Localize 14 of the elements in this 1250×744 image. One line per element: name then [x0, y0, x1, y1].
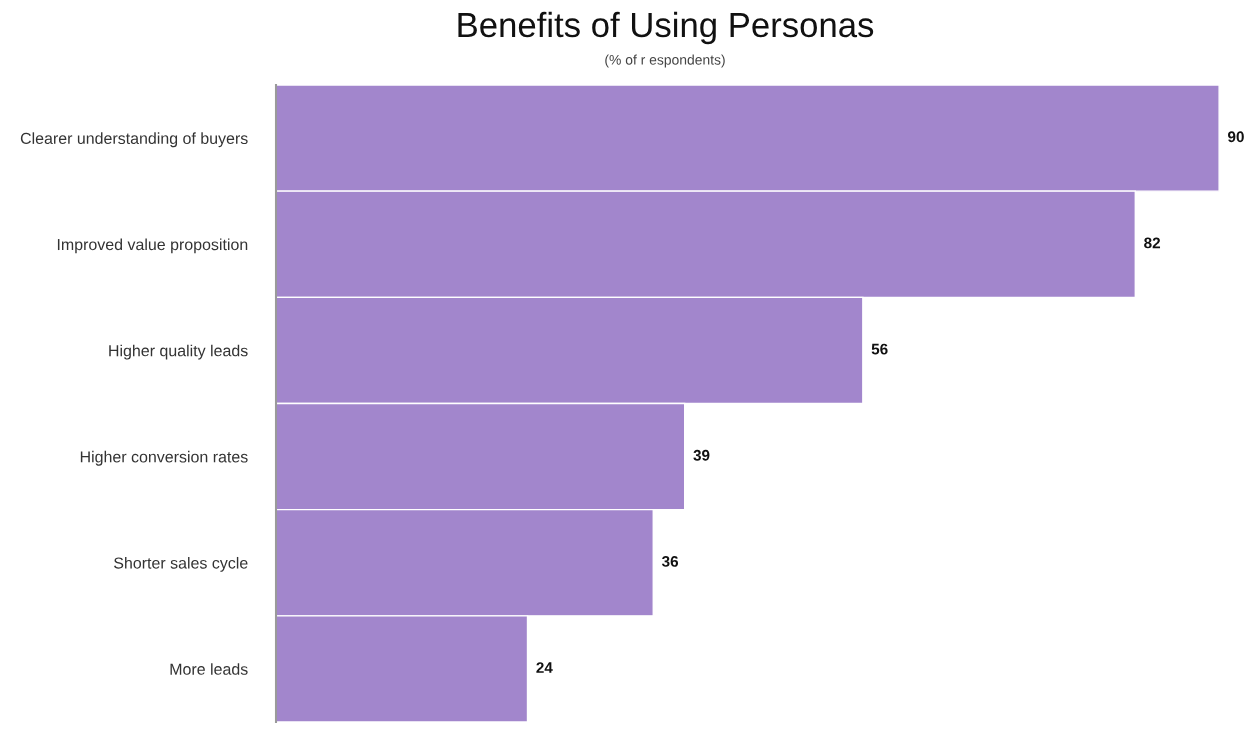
chart-subtitle: (% of r espondents) [605, 54, 725, 68]
y-tick-label: Higher quality leads [109, 344, 248, 360]
y-tick-label: Improved value proposition [57, 238, 248, 254]
data-label: 56 [871, 343, 888, 355]
data-label: 36 [661, 556, 679, 567]
data-label: 82 [1144, 237, 1161, 249]
data-label: 90 [1228, 131, 1244, 143]
y-tick-label: Higher conversion rates [80, 450, 248, 466]
y-tick-label: Clearer understanding of buyers [20, 132, 248, 148]
chart-title: Benefits of Using Personas [458, 11, 874, 45]
data-label: 39 [693, 449, 710, 461]
y-tick-label: More leads [170, 663, 248, 675]
data-label: 24 [536, 662, 553, 673]
y-tick-label: Shorter sales cycle [114, 556, 248, 572]
